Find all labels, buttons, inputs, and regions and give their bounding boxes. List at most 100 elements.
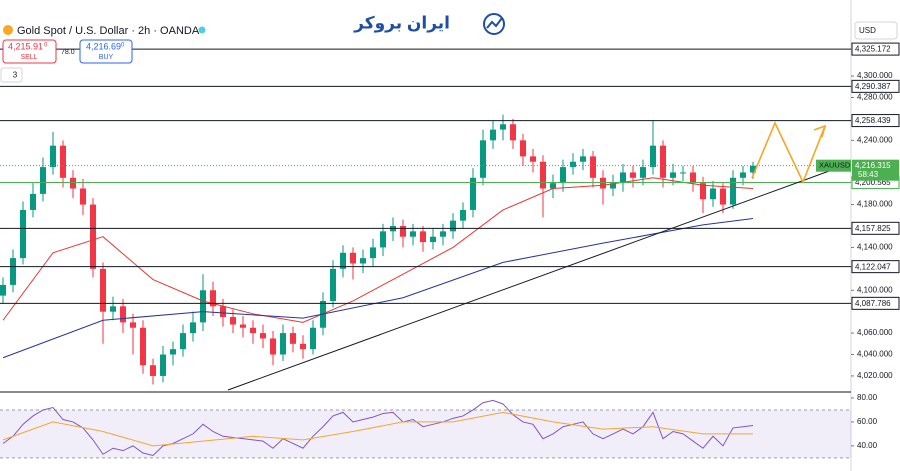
symbol-tag-label: XAUUSD — [819, 161, 851, 170]
indicator-line — [2, 399, 754, 456]
candle-body — [210, 290, 216, 307]
candle-body — [50, 145, 56, 168]
candle-body — [380, 231, 386, 248]
sell-label: SELL — [20, 54, 37, 61]
status-dot — [198, 26, 206, 34]
symbol-tag — [816, 159, 851, 172]
candle-body — [360, 258, 366, 264]
level-label: 4,258.439 — [855, 116, 891, 125]
level-label: 4,290.387 — [855, 82, 891, 91]
indicator-count: 3 — [13, 71, 18, 80]
candle-body — [180, 333, 186, 350]
candle-body — [400, 225, 406, 237]
candle-body — [460, 209, 466, 221]
projection-path — [751, 121, 826, 185]
candle-body — [510, 124, 516, 141]
buy-price-sup: 0 — [121, 43, 125, 49]
level-label-box — [851, 296, 900, 310]
y-tick-label: 4,300.000 — [857, 71, 893, 80]
projection-arrowhead — [813, 124, 827, 138]
candle-body — [150, 365, 156, 376]
candle-body — [750, 165, 756, 173]
candle-body — [200, 290, 206, 323]
candle-body — [690, 172, 696, 184]
level-label-box — [851, 260, 900, 274]
candle-body — [260, 333, 266, 339]
candle-body — [140, 327, 146, 366]
symbol-title[interactable]: Gold Spot / U.S. Dollar · 2h · OANDA — [17, 25, 200, 37]
candle-body — [370, 247, 376, 259]
candle-body — [80, 188, 86, 205]
candle-body — [740, 172, 746, 178]
candle-body — [720, 188, 726, 205]
sell-price-sup: 0 — [44, 43, 48, 49]
last-price-label: 4,216.315 — [855, 161, 891, 170]
candle-body — [220, 306, 226, 318]
currency: USD — [859, 26, 876, 35]
countdown: 58:43 — [858, 170, 879, 179]
candle-body — [30, 193, 36, 210]
candle-body — [640, 167, 646, 178]
candle-body — [90, 204, 96, 269]
candle-body — [350, 252, 356, 264]
indicator-line — [2, 411, 753, 447]
candle-body — [440, 231, 446, 237]
candle-body — [240, 324, 246, 328]
candle-body — [560, 167, 566, 184]
buy-price: 4,216.69 — [86, 41, 121, 51]
candle-body — [230, 317, 236, 325]
brand-icon — [483, 13, 505, 35]
candle-body — [480, 140, 486, 178]
candle-body — [710, 188, 716, 200]
currency-selector[interactable] — [854, 21, 898, 40]
candle-body — [680, 172, 686, 174]
level-label-box — [851, 79, 900, 93]
spread: 78.0 — [61, 49, 75, 56]
indicator-line — [2, 177, 754, 323]
last-price-box — [852, 159, 899, 181]
level-label: 4,200.565 — [855, 178, 891, 187]
candle-body — [700, 183, 706, 200]
candle-body — [100, 268, 106, 312]
level-label-box — [851, 221, 900, 235]
candle-body — [20, 209, 26, 259]
sell-button[interactable] — [2, 39, 57, 64]
candle-body — [40, 167, 46, 194]
candle-body — [130, 322, 136, 328]
candle-body — [490, 129, 496, 141]
candle-body — [410, 231, 416, 237]
y-tick-label: 4,280.000 — [857, 93, 893, 102]
trend-line — [227, 169, 833, 391]
candle-body — [270, 338, 276, 355]
y-tick-label: 4,060.000 — [857, 328, 893, 337]
buy-button[interactable] — [79, 39, 133, 64]
candle-body — [450, 220, 456, 232]
candle-body — [10, 258, 16, 285]
y-tick-label: 4,040.000 — [857, 350, 893, 359]
sell-price: 4,215.91 — [8, 41, 43, 51]
candle-body — [500, 124, 506, 130]
candle-body — [60, 145, 66, 178]
y-tick-label: 4,140.000 — [857, 243, 893, 252]
candle-body — [340, 252, 346, 269]
candle-body — [520, 140, 526, 157]
plot-area — [0, 48, 851, 459]
candle-body — [590, 156, 596, 178]
y-tick-label: 60.00 — [857, 417, 878, 426]
candle-body — [600, 177, 606, 189]
candle-body — [610, 183, 616, 189]
candle-body — [250, 327, 256, 334]
candle-body — [70, 177, 76, 189]
candle-body — [110, 306, 116, 312]
buy-label: BUY — [99, 54, 114, 61]
candle-body — [290, 333, 296, 344]
candle-body — [280, 333, 286, 355]
candle-body — [430, 236, 436, 243]
level-label: 4,122.047 — [855, 262, 891, 271]
candle-body — [160, 354, 166, 376]
candle-body — [670, 172, 676, 178]
candle-body — [630, 172, 636, 178]
indicator-toggle[interactable] — [0, 67, 23, 83]
candle-body — [420, 231, 426, 243]
level-label: 4,087.786 — [855, 299, 891, 308]
